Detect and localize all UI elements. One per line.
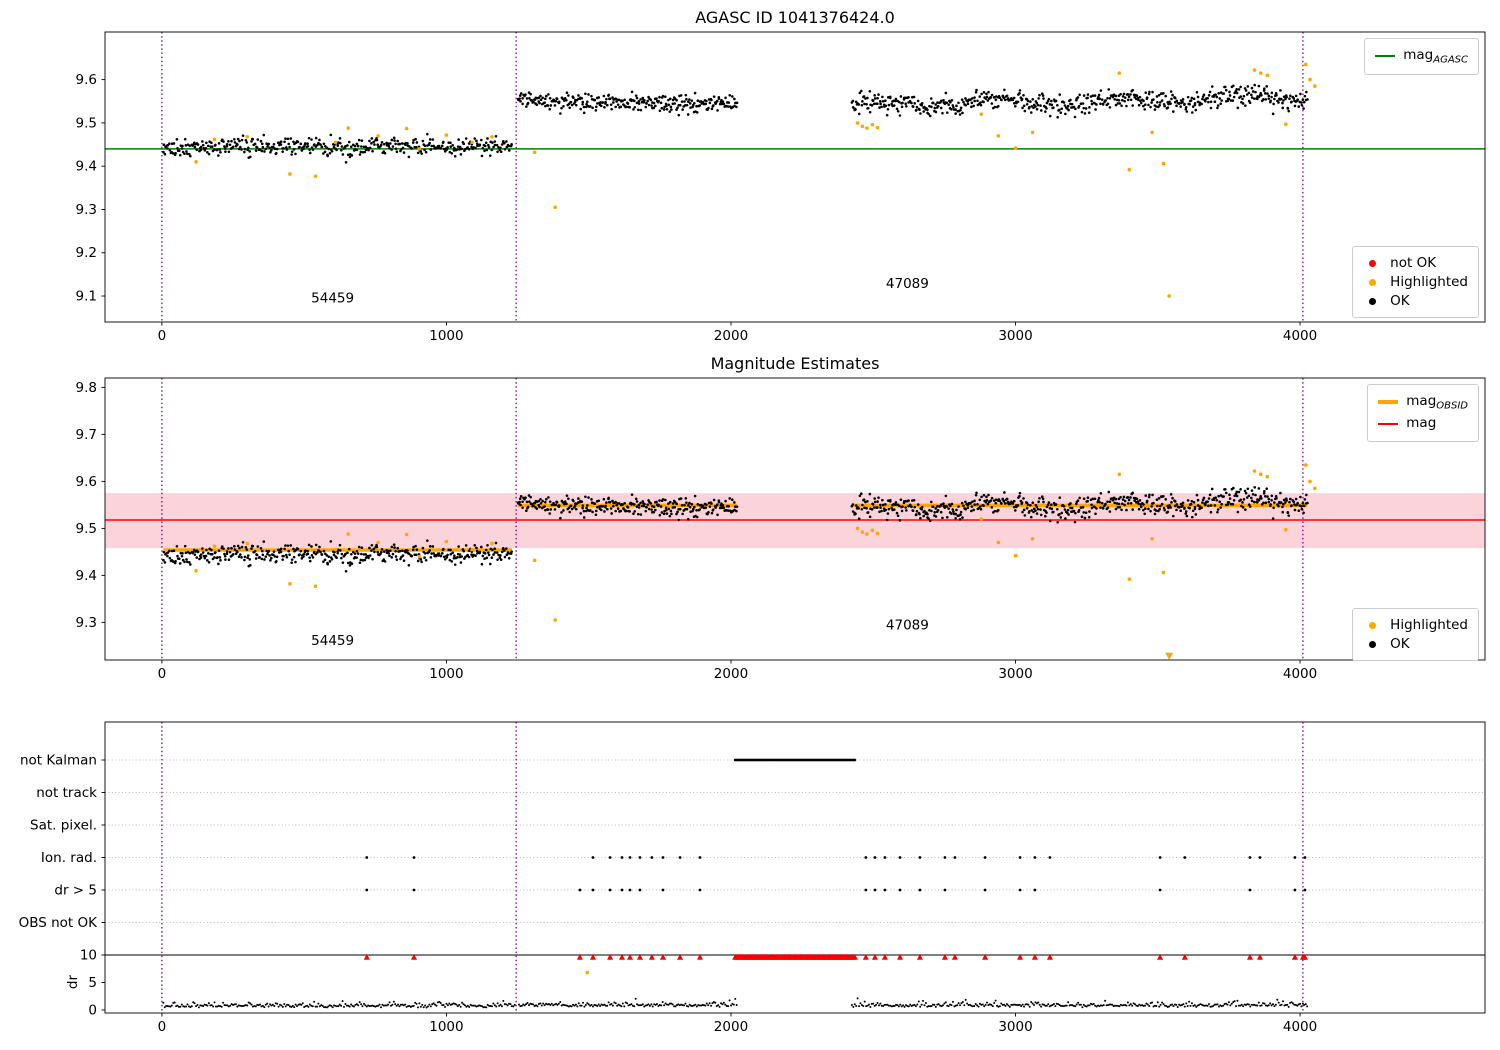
flag-row-label: not track [36, 785, 97, 801]
x-tick-label: 2000 [714, 328, 748, 344]
flag-row-label: dr > 5 [54, 883, 97, 899]
legend-mag-agasc: magAGASC [1364, 38, 1479, 75]
dr-tick-label: 0 [88, 1003, 97, 1019]
line-swatch [1375, 55, 1396, 58]
dot-swatch [1369, 297, 1377, 305]
agasc-highlighted-points [194, 62, 1317, 298]
plot-flags: 0 1000 2000 3000 4000 not Kalman not track Sat.… [19, 721, 1486, 1035]
obsid-annotation: 54459 [311, 633, 354, 649]
legend-item: Highlighted [1363, 274, 1468, 290]
legend-item: not OK [1363, 255, 1468, 271]
line-swatch [1378, 423, 1399, 426]
y-tick-label: 9.6 [76, 72, 97, 88]
y-tick-label: 9.4 [76, 159, 97, 175]
magnitude-highlighted-points [194, 463, 1317, 622]
dr-axis-label: dr [65, 974, 81, 990]
plot-agasc-title: AGASC ID 1041376424.0 [695, 8, 895, 27]
legend-label: not OK [1390, 255, 1437, 271]
legend-label: Highlighted [1390, 617, 1468, 633]
legend-label: mag [1406, 414, 1437, 431]
legend-status-top: not OK Highlighted OK [1352, 246, 1479, 318]
obsid-annotation: 47089 [886, 276, 929, 292]
x-tick-label: 3000 [998, 328, 1032, 344]
dr-gt5-points [365, 888, 1307, 892]
dot-swatch [1369, 259, 1377, 267]
legend-label: OK [1390, 636, 1410, 652]
legend-item: Highlighted [1363, 617, 1468, 633]
magnitude-ok-points [162, 486, 1309, 573]
plot-agasc: 54459 47089 0 1000 2000 3000 4000 9.1 9.2 9.3 9.4 9… [76, 31, 1486, 344]
x-tick-label: 1000 [429, 1019, 463, 1035]
legend-item: magOBSID [1378, 393, 1468, 412]
x-tick-label: 4000 [1283, 666, 1317, 682]
y-tick-label: 9.3 [76, 202, 97, 218]
y-tick-label: 9.8 [76, 380, 97, 396]
x-tick-label: 3000 [998, 1019, 1032, 1035]
ion-rad-points [365, 856, 1307, 859]
x-tick-label: 2000 [714, 666, 748, 682]
legend-item: OK [1363, 293, 1468, 309]
x-tick-label: 4000 [1283, 1019, 1317, 1035]
y-tick-label: 9.2 [76, 245, 97, 261]
dr-trace [162, 997, 1309, 1009]
y-tick-label: 9.7 [76, 427, 97, 443]
dot-swatch [1369, 640, 1377, 648]
x-tick-label: 0 [158, 1019, 167, 1035]
agasc-ok-points [162, 83, 1309, 164]
x-tick-label: 1000 [429, 666, 463, 682]
legend-item: magAGASC [1375, 47, 1468, 66]
flag-row-label: OBS not OK [19, 915, 99, 931]
obsid-annotation: 54459 [311, 291, 354, 307]
legend-label: Highlighted [1390, 274, 1468, 290]
dot-swatch [1369, 278, 1377, 286]
dr-tick-label: 5 [88, 975, 97, 991]
line-swatch [1378, 400, 1399, 405]
highlighted-dr-point [585, 970, 590, 975]
flag-row-label: not Kalman [20, 753, 97, 769]
dot-swatch [1369, 621, 1377, 629]
x-tick-label: 4000 [1283, 328, 1317, 344]
flag-row-label: Ion. rad. [41, 850, 97, 866]
legend-label: magOBSID [1406, 393, 1468, 412]
x-tick-label: 1000 [429, 328, 463, 344]
y-tick-label: 9.4 [76, 568, 97, 584]
legend-label: OK [1390, 293, 1410, 309]
y-tick-label: 9.5 [76, 115, 97, 131]
flag-row-label: Sat. pixel. [30, 818, 97, 834]
not-kalman-points [733, 758, 857, 762]
y-tick-label: 9.3 [76, 615, 97, 631]
plot-magnitude-title: Magnitude Estimates [710, 354, 880, 373]
dr-tick-label: 10 [80, 948, 97, 964]
plot-magnitude: 54459 47089 0 1000 2000 3000 4000 9.3 9.4 9.5 9.6 9… [76, 377, 1486, 682]
clipped-point-marker [1165, 652, 1174, 660]
legend-status-mid: Highlighted OK [1352, 608, 1479, 661]
dr-clipped-markers [363, 953, 1308, 960]
y-tick-label: 9.1 [76, 289, 97, 305]
legend-obsid-mag: magOBSID mag [1367, 384, 1479, 443]
y-tick-label: 9.6 [76, 474, 97, 490]
legend-item: OK [1363, 636, 1468, 652]
obsid-annotation: 47089 [886, 617, 929, 633]
x-tick-label: 3000 [998, 666, 1032, 682]
legend-item: mag [1378, 415, 1468, 434]
x-tick-label: 0 [158, 328, 167, 344]
x-tick-label: 2000 [714, 1019, 748, 1035]
legend-label: magAGASC [1403, 47, 1468, 66]
y-tick-label: 9.5 [76, 521, 97, 537]
x-tick-label: 0 [158, 666, 167, 682]
